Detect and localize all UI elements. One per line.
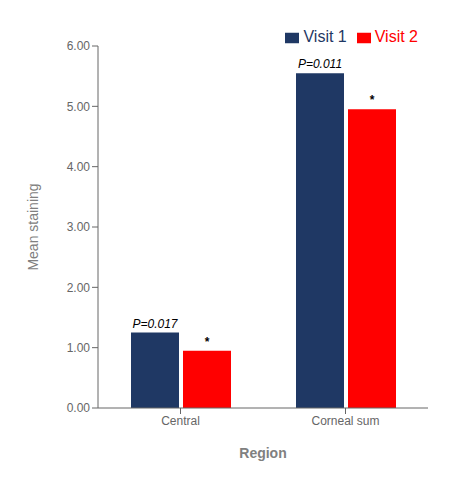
- svg-text:*: *: [205, 335, 210, 349]
- svg-text:6.00: 6.00: [67, 39, 91, 53]
- svg-text:0.00: 0.00: [67, 401, 91, 415]
- html-text:Visit 2: Visit 2: [374, 28, 418, 45]
- svg-text:*: *: [370, 93, 375, 107]
- svg-text:5.00: 5.00: [67, 100, 91, 114]
- svg-text:Region: Region: [239, 445, 286, 461]
- html-text:Visit 1: Visit 1: [303, 28, 347, 45]
- svg-text:4.00: 4.00: [67, 160, 91, 174]
- svg-text:P=0.017: P=0.017: [132, 317, 178, 331]
- svg-text:Central: Central: [161, 414, 200, 428]
- svg-text:3.00: 3.00: [67, 220, 91, 234]
- svg-text:Corneal sum: Corneal sum: [311, 414, 379, 428]
- svg-text:Mean staining: Mean staining: [25, 183, 41, 270]
- svg-text:P=0.011: P=0.011: [298, 57, 342, 71]
- svg-text:1.00: 1.00: [67, 341, 91, 355]
- svg-text:2.00: 2.00: [67, 281, 91, 295]
